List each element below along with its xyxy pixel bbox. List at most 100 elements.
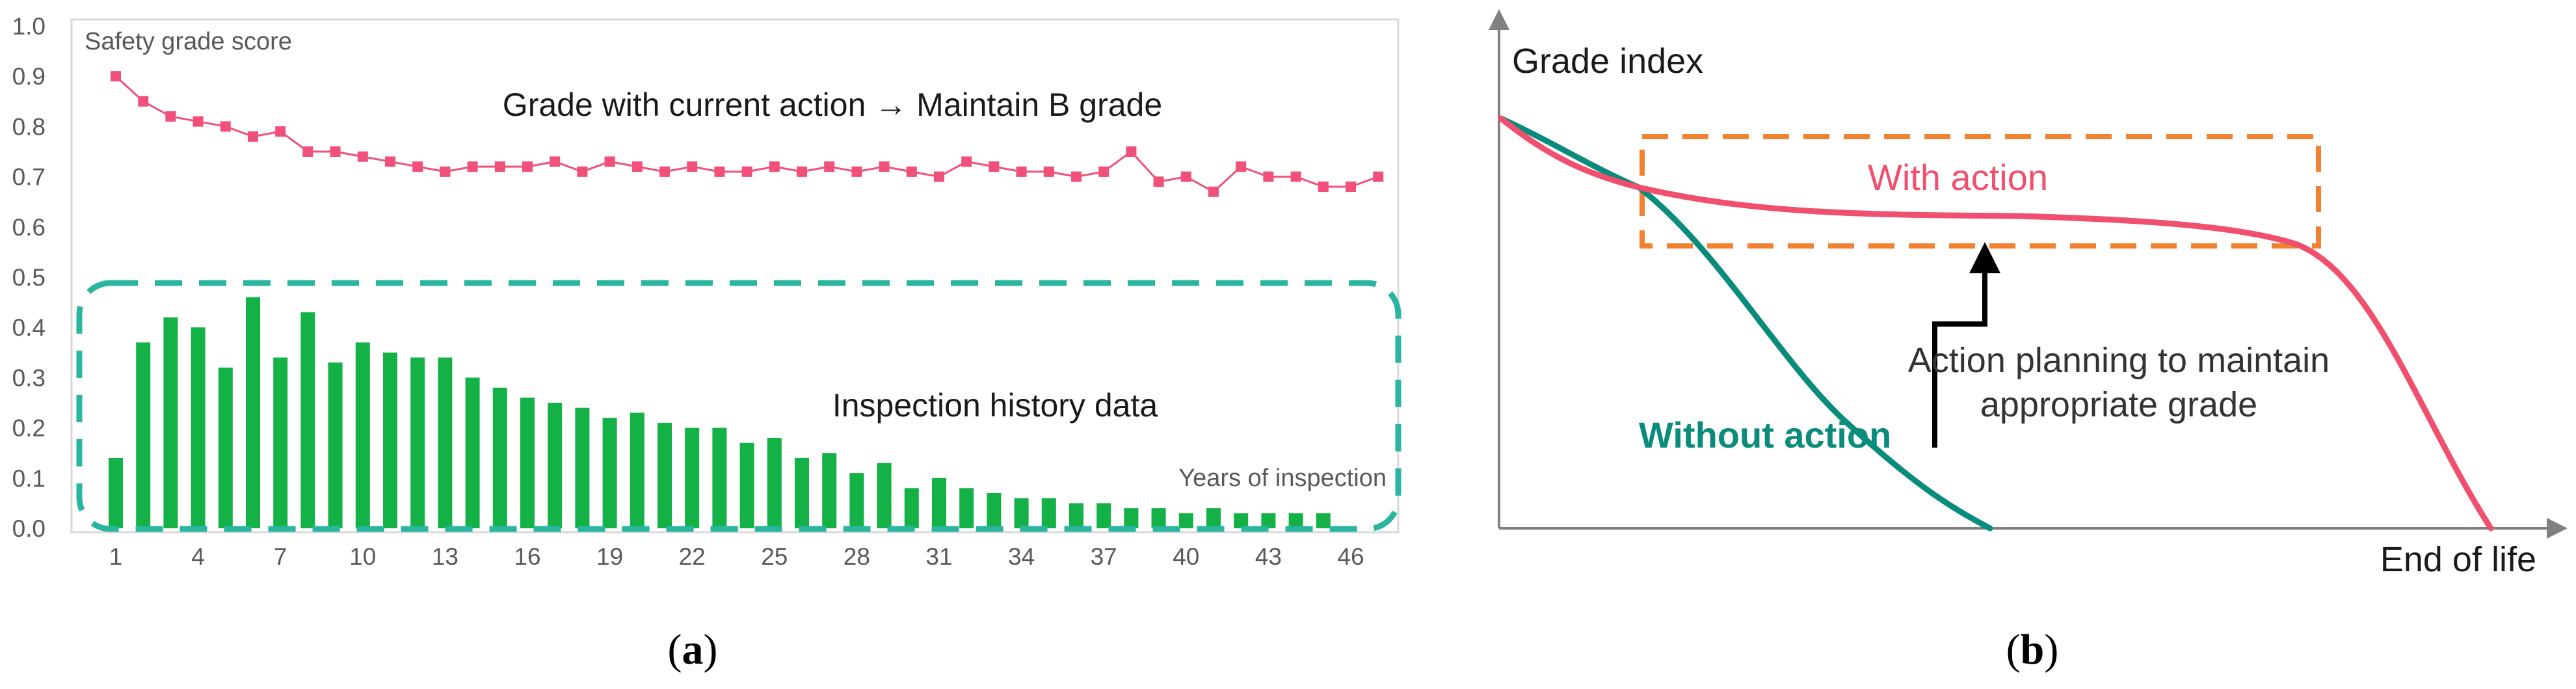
chart-a-bar bbox=[355, 342, 370, 528]
chart-a-line-point bbox=[412, 161, 423, 172]
chart-a-bar-series bbox=[109, 297, 1331, 528]
chart-a-line-point bbox=[1126, 146, 1137, 157]
chart-a-bar bbox=[1014, 498, 1029, 528]
chart-a-x-tick-label: 37 bbox=[1091, 543, 1117, 570]
chart-a-bar bbox=[109, 457, 123, 528]
chart-a-line-point bbox=[961, 156, 972, 167]
chart-a-line-point bbox=[165, 111, 176, 122]
chart-a-line-point bbox=[467, 161, 478, 172]
chart-a-line-annotation: Grade with current action → Maintain B g… bbox=[503, 87, 1162, 123]
chart-b-with-action-label: With action bbox=[1868, 157, 2048, 198]
chart-b-with-action-curve bbox=[1498, 115, 2494, 532]
chart-b-without-action-curve bbox=[1498, 115, 1993, 532]
chart-a-bar bbox=[904, 488, 919, 528]
chart-a-y-tick-label: 0.0 bbox=[12, 515, 46, 542]
chart-a-x-tick-label: 10 bbox=[349, 543, 376, 570]
chart-a-line-point bbox=[769, 161, 780, 172]
chart-a-line-point bbox=[1153, 176, 1164, 187]
chart-a-line-point bbox=[934, 171, 944, 182]
chart-a-bar bbox=[1124, 508, 1139, 528]
chart-b: Grade index End of life With action With… bbox=[1489, 9, 2568, 673]
chart-a-x-tick-label: 16 bbox=[514, 543, 540, 570]
chart-a-y-tick-labels: 0.0 0.1 0.2 0.3 0.4 0.5 0.6 0.7 0.8 0.9 1.0 bbox=[12, 13, 46, 542]
chart-a-line-point bbox=[741, 166, 752, 177]
chart-a-line-series bbox=[111, 71, 1384, 197]
chart-a-x-tick-label: 4 bbox=[191, 543, 205, 570]
chart-a-y-tick-label: 0.1 bbox=[12, 465, 46, 492]
chart-a-bar bbox=[1288, 513, 1303, 528]
chart-a-line-point bbox=[906, 166, 917, 177]
chart-a-bar bbox=[959, 488, 974, 528]
chart-a-line-point bbox=[1098, 166, 1109, 177]
chart-a-bar bbox=[1261, 513, 1276, 528]
chart-a-x-tick-label: 46 bbox=[1337, 543, 1364, 570]
chart-a-x-tick-label: 31 bbox=[925, 543, 952, 570]
chart-a-line-point bbox=[824, 161, 835, 172]
chart-a-line-point bbox=[330, 146, 341, 157]
chart-a-bar bbox=[246, 297, 260, 528]
chart-a-bar bbox=[410, 357, 425, 528]
chart-a-frame bbox=[70, 18, 1400, 534]
chart-b-action-annotation-line2: appropriate grade bbox=[1980, 385, 2257, 424]
chart-a-bar bbox=[575, 407, 590, 528]
chart-a-bar bbox=[548, 403, 563, 528]
chart-a-y-tick-label: 0.4 bbox=[12, 314, 46, 341]
chart-a-line-point bbox=[1318, 182, 1329, 193]
chart-b-y-axis-label: Grade index bbox=[1512, 42, 1703, 81]
chart-a-y-tick-label: 0.2 bbox=[12, 415, 46, 442]
panel-label-b: (b) bbox=[2006, 626, 2059, 673]
chart-a-line-point bbox=[797, 166, 807, 177]
chart-a-line-point bbox=[714, 166, 725, 177]
chart-a-bar bbox=[328, 362, 343, 528]
chart-a-bar bbox=[1069, 503, 1083, 528]
chart-a-line-point bbox=[1290, 171, 1301, 182]
chart-a-bar bbox=[438, 357, 453, 528]
chart-a-line-point bbox=[550, 156, 561, 167]
chart-a-bar bbox=[520, 398, 535, 528]
chart-a-bar bbox=[685, 427, 700, 528]
chart-a-y-axis-label: Safety grade score bbox=[85, 28, 292, 55]
chart-b-action-arrow bbox=[1932, 242, 2000, 448]
chart-a-line-point bbox=[1208, 186, 1219, 197]
chart-a-x-tick-label: 43 bbox=[1255, 543, 1282, 570]
chart-b-without-action-label: Without action bbox=[1639, 414, 1891, 455]
chart-a-line-point bbox=[302, 146, 313, 157]
chart-a-line-point bbox=[1346, 182, 1356, 193]
chart-a-bar bbox=[300, 312, 315, 528]
chart-a-line-point bbox=[631, 161, 643, 172]
chart-a-y-tick-label: 0.8 bbox=[12, 113, 46, 140]
chart-a-line-point bbox=[357, 151, 368, 162]
chart-a-line-point bbox=[989, 161, 1000, 172]
chart-a-y-tick-label: 0.7 bbox=[12, 164, 46, 191]
chart-a-y-tick-label: 0.6 bbox=[12, 214, 46, 241]
panel-label-a: (a) bbox=[668, 626, 718, 673]
chart-a-bar bbox=[987, 493, 1002, 528]
chart-a-line-point bbox=[1373, 171, 1384, 182]
chart-a-line-point bbox=[193, 116, 204, 127]
chart-a: 0.00.10.20.30.40.50.60.70.80.91.0 1 4 7 10 1… bbox=[12, 13, 1401, 673]
chart-a-line-point bbox=[851, 166, 862, 177]
chart-a-bar bbox=[767, 438, 782, 528]
chart-a-line-point bbox=[1043, 166, 1054, 177]
chart-a-bar bbox=[218, 367, 233, 528]
chart-a-line-point bbox=[604, 156, 615, 167]
chart-a-line-point bbox=[577, 166, 588, 177]
chart-a-bar bbox=[630, 412, 644, 528]
chart-a-line-point bbox=[1180, 171, 1191, 182]
chart-a-line-point bbox=[1263, 171, 1274, 182]
chart-a-x-tick-label: 40 bbox=[1173, 543, 1199, 570]
chart-a-bar bbox=[1041, 498, 1056, 528]
chart-a-x-tick-label: 22 bbox=[679, 543, 706, 570]
chart-a-line-point bbox=[522, 161, 533, 172]
chart-a-bar bbox=[822, 453, 837, 528]
chart-a-x-tick-label: 25 bbox=[761, 543, 788, 570]
chart-a-bar bbox=[383, 352, 397, 528]
chart-a-x-tick-label: 34 bbox=[1008, 543, 1035, 570]
chart-a-line-point bbox=[494, 161, 505, 172]
chart-a-line-point bbox=[275, 126, 286, 137]
chart-a-line-point bbox=[138, 96, 149, 107]
chart-b-x-axis-label: End of life bbox=[2380, 540, 2536, 579]
chart-a-bar bbox=[1096, 503, 1111, 528]
chart-a-bar bbox=[602, 418, 617, 528]
